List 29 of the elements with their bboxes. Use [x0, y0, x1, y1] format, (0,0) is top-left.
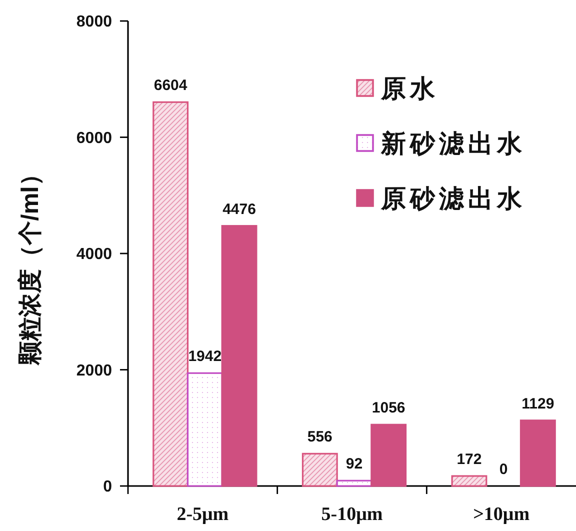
y-tick-label: 0 [103, 478, 112, 496]
data-label: 1129 [522, 395, 554, 412]
y-tick-label: 4000 [76, 246, 112, 263]
y-tick-label: 8000 [76, 14, 112, 30]
data-label: 1056 [372, 400, 406, 417]
y-tick-label: 6000 [76, 130, 112, 147]
legend-label: 原砂滤出水 [380, 185, 526, 213]
x-tick-label: >10μm [473, 504, 530, 525]
data-label: 1942 [188, 348, 222, 366]
data-label: 0 [499, 461, 508, 478]
legend-label: 原水 [380, 75, 439, 103]
bar [370, 424, 407, 487]
bar [520, 420, 556, 487]
data-label: 6604 [154, 77, 188, 94]
bar [186, 372, 223, 487]
x-tick-label: 2-5μm [176, 504, 229, 525]
data-label: 556 [307, 428, 332, 446]
data-label: 4476 [222, 200, 256, 218]
y-tick-label: 2000 [76, 362, 112, 380]
bar [302, 452, 338, 487]
x-tick-label: 5-10μm [321, 504, 383, 525]
bar [451, 475, 488, 487]
bar [336, 480, 372, 487]
bar [152, 101, 189, 487]
y-axis-title: 颗粒浓度（个/ml） [17, 162, 44, 366]
data-label: 172 [456, 451, 482, 468]
data-label: 92 [346, 456, 363, 473]
bar [221, 225, 258, 487]
legend-label: 新砂滤出水 [380, 130, 526, 158]
